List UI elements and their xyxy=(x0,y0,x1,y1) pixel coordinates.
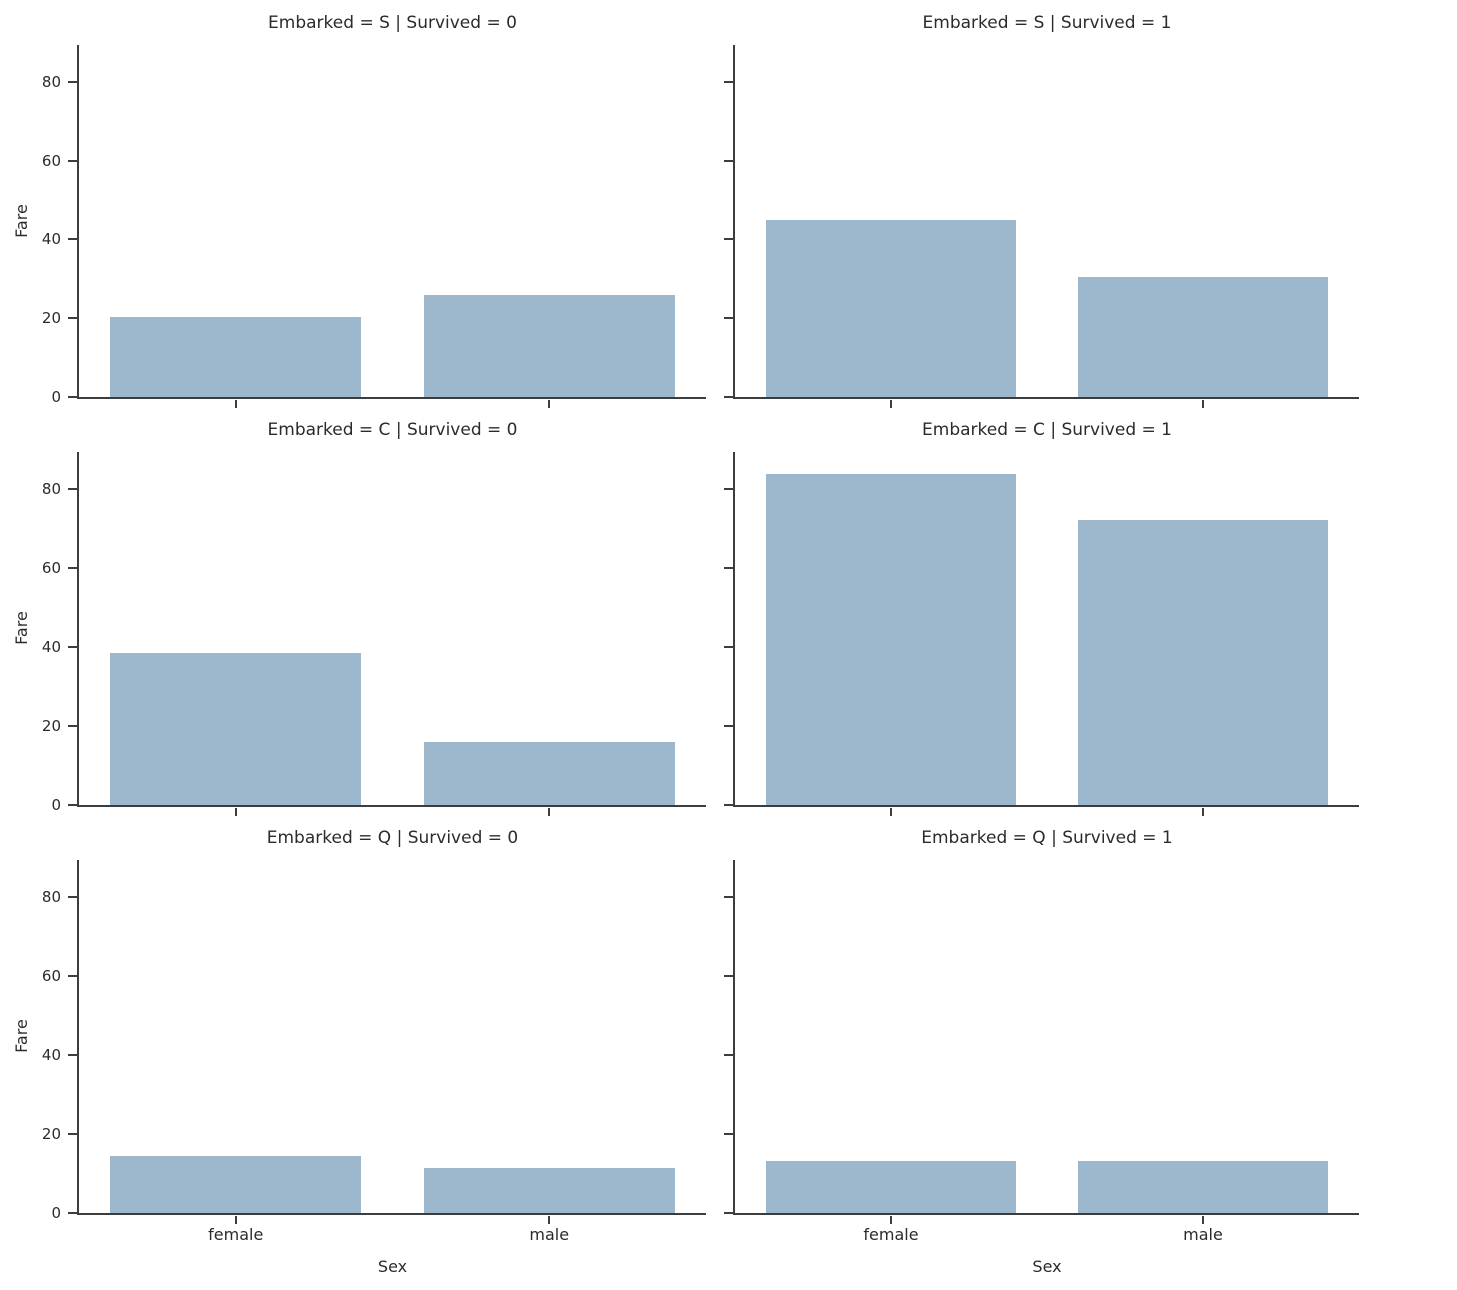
x-tick-label-female: female xyxy=(208,1225,264,1244)
y-tick-mark xyxy=(724,317,733,320)
y-tick-mark xyxy=(68,487,77,490)
x-axis-label-sex: Sex xyxy=(377,1257,408,1276)
facet-panel-q-0: Embarked = Q | Survived = 0 female male … xyxy=(42,828,706,1276)
y-tick-label: 40 xyxy=(41,637,61,656)
y-tick-mark xyxy=(68,1053,77,1056)
bar-female xyxy=(110,1156,362,1213)
x-tick-mark xyxy=(890,400,892,408)
y-tick-mark xyxy=(68,238,77,241)
bar-male xyxy=(423,294,675,397)
y-tick-label: 80 xyxy=(41,887,61,906)
y-tick-mark xyxy=(68,566,77,569)
bar-female xyxy=(110,652,362,805)
x-tick-mark xyxy=(548,808,551,816)
y-tick-mark xyxy=(68,804,77,806)
y-tick-label: 0 xyxy=(51,796,61,814)
bar-female xyxy=(766,474,1016,805)
y-tick-mark xyxy=(68,317,77,320)
x-axis-label-sex: Sex xyxy=(1032,1257,1062,1276)
y-tick-mark xyxy=(724,974,733,977)
y-tick-mark xyxy=(724,238,733,241)
y-tick-mark xyxy=(68,974,77,977)
facet-panel-s-0: Embarked = S | Survived = 0 0 20 40 60 80 xyxy=(42,13,706,408)
x-tick-mark xyxy=(234,808,237,816)
facet-panel-c-0: Embarked = C | Survived = 0 0 20 40 60 80 xyxy=(42,420,706,816)
y-tick-mark xyxy=(724,1053,733,1056)
x-tick-mark xyxy=(1202,1216,1204,1224)
y-tick-label: 40 xyxy=(41,1045,61,1064)
facet-panel-c-1: Embarked = C | Survived = 1 xyxy=(724,420,1359,816)
y-tick-label: 0 xyxy=(51,388,61,406)
y-tick-label: 80 xyxy=(41,479,61,498)
y-tick-mark xyxy=(68,895,77,898)
y-tick-mark xyxy=(724,159,733,162)
x-tick-mark xyxy=(1202,400,1204,408)
y-tick-mark xyxy=(724,1212,733,1214)
y-tick-label: 60 xyxy=(41,558,61,577)
y-tick-label: 60 xyxy=(41,151,61,170)
x-tick-mark xyxy=(890,1216,892,1224)
x-tick-label-male: male xyxy=(529,1225,570,1244)
y-tick-label: 40 xyxy=(41,230,61,249)
panel-title: Embarked = S | Survived = 1 xyxy=(922,13,1172,33)
bar-male xyxy=(1078,1161,1328,1213)
y-axis-label-fare: Fare xyxy=(12,611,31,645)
x-tick-mark xyxy=(890,808,892,816)
y-tick-mark xyxy=(724,895,733,898)
y-tick-mark xyxy=(724,804,733,806)
y-axis-label-fare: Fare xyxy=(12,204,31,238)
bar-female xyxy=(110,317,362,397)
y-tick-mark xyxy=(68,724,77,727)
x-tick-mark xyxy=(234,400,237,408)
y-tick-label: 20 xyxy=(41,1124,61,1143)
bar-female xyxy=(766,1161,1016,1213)
y-tick-label: 80 xyxy=(41,72,61,91)
x-tick-mark xyxy=(1202,808,1204,816)
x-tick-mark xyxy=(548,1216,551,1224)
y-tick-label: 0 xyxy=(51,1204,61,1222)
y-tick-mark xyxy=(68,1212,77,1214)
y-tick-mark xyxy=(68,396,77,398)
x-tick-label-female: female xyxy=(863,1225,919,1244)
y-tick-mark xyxy=(724,487,733,490)
y-tick-mark xyxy=(68,159,77,162)
y-tick-mark xyxy=(724,80,733,83)
panel-title: Embarked = S | Survived = 0 xyxy=(268,13,517,33)
facet-panel-s-1: Embarked = S | Survived = 1 xyxy=(724,13,1359,408)
y-tick-mark xyxy=(68,80,77,83)
bar-male xyxy=(1078,519,1328,805)
panel-title: Embarked = C | Survived = 1 xyxy=(922,420,1172,440)
y-tick-mark xyxy=(724,645,733,648)
x-tick-mark xyxy=(234,1216,237,1224)
panel-title: Embarked = C | Survived = 0 xyxy=(267,420,518,440)
bar-male xyxy=(423,741,675,805)
x-tick-label-male: male xyxy=(1183,1225,1223,1244)
y-tick-label: 20 xyxy=(41,309,61,328)
y-axis-label-fare: Fare xyxy=(12,1019,31,1053)
bar-male xyxy=(1078,277,1328,397)
y-tick-mark xyxy=(724,724,733,727)
bar-female xyxy=(766,219,1016,397)
y-tick-label: 60 xyxy=(41,966,61,985)
y-tick-mark xyxy=(724,566,733,569)
y-tick-mark xyxy=(724,396,733,398)
y-tick-mark xyxy=(68,1132,77,1135)
panel-title: Embarked = Q | Survived = 1 xyxy=(921,828,1173,848)
panel-title: Embarked = Q | Survived = 0 xyxy=(266,828,519,848)
x-tick-mark xyxy=(548,400,551,408)
y-tick-mark xyxy=(724,1132,733,1135)
facet-panel-q-1: Embarked = Q | Survived = 1 female male … xyxy=(724,828,1359,1276)
bar-male xyxy=(423,1168,675,1213)
y-tick-label: 20 xyxy=(41,716,61,735)
y-tick-mark xyxy=(68,645,77,648)
